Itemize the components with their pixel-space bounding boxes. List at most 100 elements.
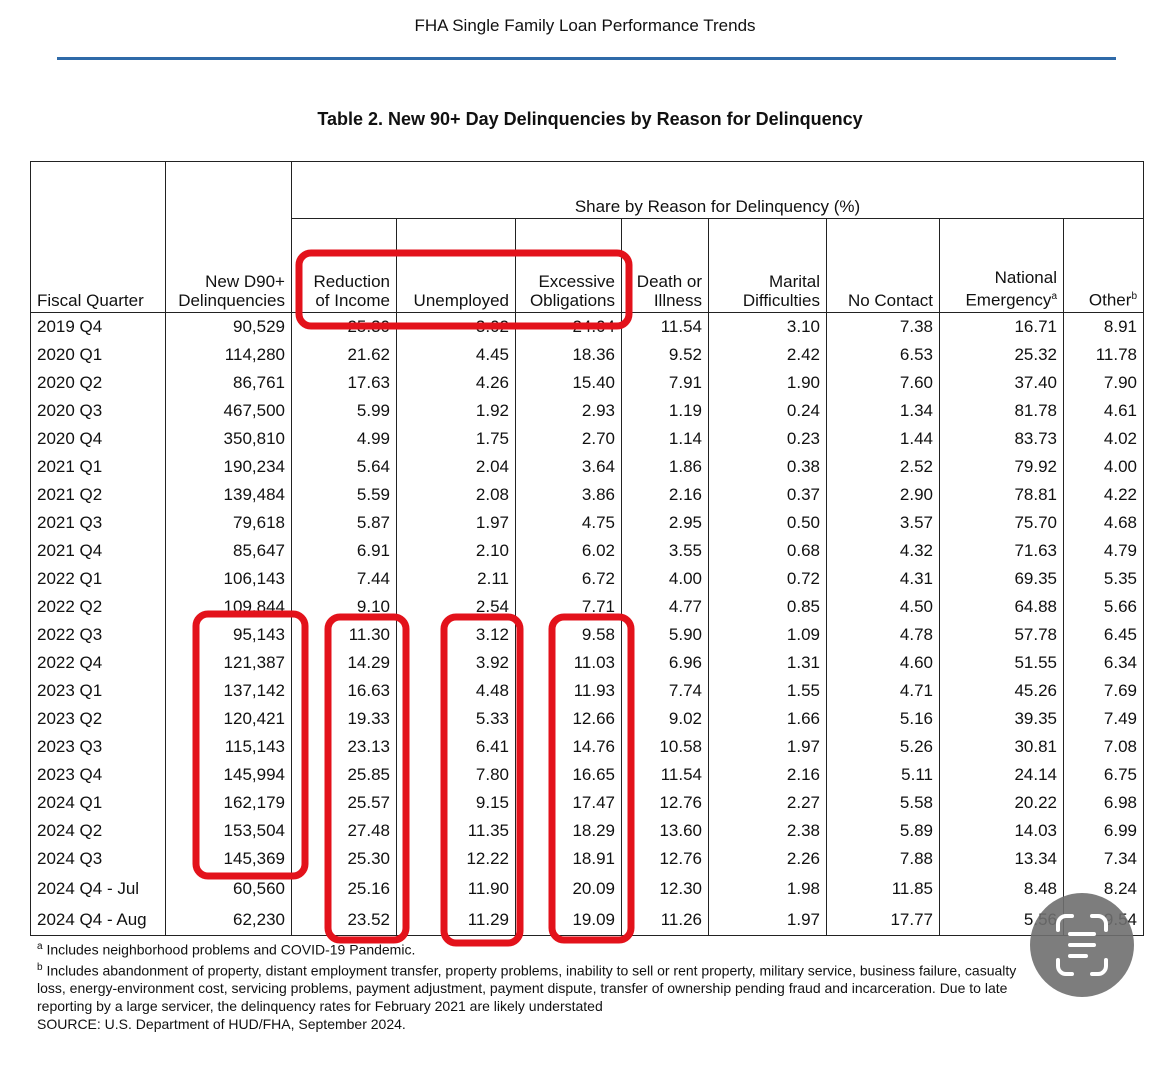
cell: 7.34 xyxy=(1063,845,1144,873)
row-label: 2020 Q4 xyxy=(30,425,166,453)
data-row: 2023 Q1 137,142 16.63 4.48 11.93 7.74 1.55 4.71… xyxy=(30,677,1144,705)
cell: 2.26 xyxy=(708,845,827,873)
header-text: Emergency xyxy=(965,291,1052,310)
cell: 4.61 xyxy=(1063,397,1144,425)
cell: 25.85 xyxy=(291,761,397,789)
cell: 4.75 xyxy=(515,509,622,537)
cell: 5.16 xyxy=(826,705,940,733)
column-header: No Contact xyxy=(826,218,940,313)
cell: 5.99 xyxy=(291,397,397,425)
cell: 86,761 xyxy=(165,369,292,397)
cell: 6.75 xyxy=(1063,761,1144,789)
cell: 2.10 xyxy=(396,537,516,565)
cell: 11.93 xyxy=(515,677,622,705)
cell: 2.11 xyxy=(396,565,516,593)
cell: 13.60 xyxy=(621,817,709,845)
table-title: Table 2. New 90+ Day Delinquencies by Re… xyxy=(317,109,863,129)
data-row: 2024 Q1 162,179 25.57 9.15 17.47 12.76 2.27 5.5… xyxy=(30,789,1144,817)
cell: 106,143 xyxy=(165,565,292,593)
cell: 20.22 xyxy=(939,789,1064,817)
cell: 137,142 xyxy=(165,677,292,705)
header-text: Unemployed xyxy=(413,291,509,310)
row-label: 2022 Q1 xyxy=(30,565,166,593)
cell: 1.75 xyxy=(396,425,516,453)
cell: 23.52 xyxy=(291,904,397,936)
row-label: 2021 Q2 xyxy=(30,481,166,509)
highlight-box xyxy=(548,613,635,944)
cell: 9.52 xyxy=(621,341,709,369)
footnote-mark: b xyxy=(37,961,43,973)
cell: 1.86 xyxy=(621,453,709,481)
cell: 4.71 xyxy=(826,677,940,705)
cell: 1.44 xyxy=(826,425,940,453)
header-text: Other xyxy=(1088,291,1132,310)
cell: 2.08 xyxy=(396,481,516,509)
cell: 4.00 xyxy=(621,565,709,593)
cell: 5.35 xyxy=(1063,565,1144,593)
highlight-box xyxy=(440,613,524,947)
cell: 7.90 xyxy=(1063,369,1144,397)
column-header: Unemployed xyxy=(396,218,516,313)
footnotes: a Includes neighborhood problems and COV… xyxy=(37,938,1027,1033)
row-label: 2024 Q4 - Aug xyxy=(30,904,166,936)
cell: 4.60 xyxy=(826,649,940,677)
cell: 6.96 xyxy=(621,649,709,677)
data-row: 2020 Q4 350,810 4.99 1.75 2.70 1.14 0.23 1.44 83… xyxy=(30,425,1144,453)
cell: 11.26 xyxy=(621,904,709,936)
cell: 64.88 xyxy=(939,593,1064,621)
cell: 3.10 xyxy=(708,312,827,341)
cell: 10.58 xyxy=(621,733,709,761)
lens-button[interactable] xyxy=(1030,893,1134,997)
row-label: 2019 Q4 xyxy=(30,312,166,341)
cell: 2.42 xyxy=(708,341,827,369)
cell: 7.49 xyxy=(1063,705,1144,733)
cell: 2.90 xyxy=(826,481,940,509)
column-header: Excessive Obligations xyxy=(515,218,622,313)
cell: 7.44 xyxy=(291,565,397,593)
cell: 2.16 xyxy=(708,761,827,789)
cell: 467,500 xyxy=(165,397,292,425)
table-body: 2019 Q4 90,529 25.30 3.02 24.04 11.54 3.10 7.38… xyxy=(30,312,1144,936)
cell: 4.79 xyxy=(1063,537,1144,565)
cell: 5.26 xyxy=(826,733,940,761)
cell: 1.55 xyxy=(708,677,827,705)
row-label: 2024 Q2 xyxy=(30,817,166,845)
cell: 5.87 xyxy=(291,509,397,537)
row-label: 2022 Q4 xyxy=(30,649,166,677)
column-header: Otherb xyxy=(1063,218,1144,313)
cell: 45.26 xyxy=(939,677,1064,705)
cell: 6.45 xyxy=(1063,621,1144,649)
cell: 5.64 xyxy=(291,453,397,481)
header-text: No Contact xyxy=(847,291,933,310)
data-row: 2020 Q1 114,280 21.62 4.45 18.36 9.52 2.42 6.53… xyxy=(30,341,1144,369)
highlight-box xyxy=(295,249,633,330)
cell: 11.54 xyxy=(621,761,709,789)
source-line: SOURCE: U.S. Department of HUD/FHA, Sept… xyxy=(37,1016,406,1033)
cell: 2.93 xyxy=(515,397,622,425)
cell: 3.12 xyxy=(396,621,516,649)
row-label: 2021 Q4 xyxy=(30,537,166,565)
cell: 51.55 xyxy=(939,649,1064,677)
cell: 0.37 xyxy=(708,481,827,509)
cell: 12.76 xyxy=(621,789,709,817)
header-text: Death or xyxy=(636,272,702,291)
header-text: Difficulties xyxy=(742,291,820,310)
cell: 6.99 xyxy=(1063,817,1144,845)
cell: 11.03 xyxy=(515,649,622,677)
cell: 16.63 xyxy=(291,677,397,705)
cell: 39.35 xyxy=(939,705,1064,733)
cell: 2.38 xyxy=(708,817,827,845)
cell: 5.59 xyxy=(291,481,397,509)
cell: 17.47 xyxy=(515,789,622,817)
cell: 120,421 xyxy=(165,705,292,733)
highlight-box xyxy=(192,610,309,880)
cell: 14.29 xyxy=(291,649,397,677)
cell: 37.40 xyxy=(939,369,1064,397)
column-header: New D90+ Delinquencies xyxy=(165,161,292,313)
row-label: 2022 Q2 xyxy=(30,593,166,621)
cell: 5.90 xyxy=(621,621,709,649)
row-label: 2021 Q3 xyxy=(30,509,166,537)
header-row: Reduction of Income Unemployed Excessive Obl… xyxy=(31,218,1144,313)
